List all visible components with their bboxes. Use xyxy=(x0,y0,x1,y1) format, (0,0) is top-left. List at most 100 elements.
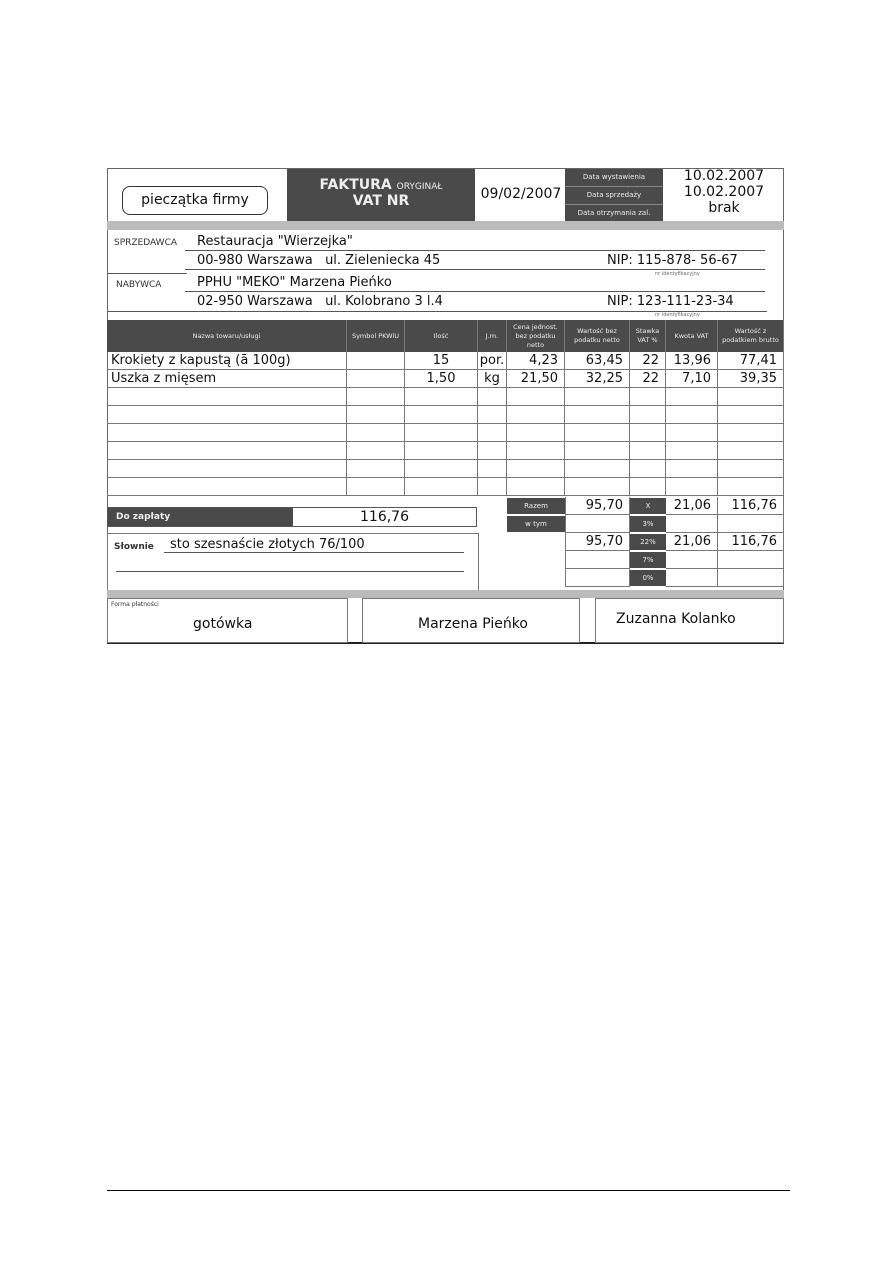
table-cell: 1,50 xyxy=(405,370,478,388)
table-cell: 22 xyxy=(630,370,666,388)
payment-method-label: Forma płatności xyxy=(111,601,159,608)
footer-rule xyxy=(107,1190,790,1191)
date-labels: Data wystawienia Data sprzedaży Data otr… xyxy=(565,169,663,221)
table-cell xyxy=(507,424,565,442)
table-cell xyxy=(718,424,784,442)
date-values: 10.02.2007 10.02.2007 brak xyxy=(665,168,783,216)
table-cell: 21,50 xyxy=(507,370,565,388)
table-cell: Uszka z mięsem xyxy=(107,370,347,388)
table-cell xyxy=(666,442,718,460)
table-cell xyxy=(107,424,347,442)
table-cell xyxy=(347,460,405,478)
table-cell xyxy=(347,424,405,442)
table-cell: 4,23 xyxy=(507,352,565,370)
table-cell xyxy=(630,460,666,478)
table-cell xyxy=(718,478,784,496)
table-cell xyxy=(107,442,347,460)
totals-brutto xyxy=(718,569,784,587)
payment-method-box: Forma płatności gotówka xyxy=(107,598,348,643)
totals-brutto: 116,76 xyxy=(718,533,784,551)
table-cell xyxy=(718,460,784,478)
buyer-name: PPHU "MEKO" Marzena Pieńko xyxy=(197,275,392,290)
table-cell xyxy=(507,406,565,424)
table-cell xyxy=(405,388,478,406)
totals-brutto xyxy=(718,551,784,569)
table-cell xyxy=(666,406,718,424)
column-header: Kwota VAT xyxy=(666,320,718,352)
date-value: brak xyxy=(708,200,740,216)
table-cell xyxy=(630,388,666,406)
buyer-nip: NIP: 123-111-23-34 xyxy=(607,294,734,309)
table-cell xyxy=(630,406,666,424)
seller-label: SPRZEDAWCA xyxy=(114,238,178,248)
totals-rate: 3% xyxy=(630,516,666,532)
amount-due-value: 116,76 xyxy=(360,509,409,525)
totals-netto xyxy=(565,569,630,587)
table-cell xyxy=(347,352,405,370)
seller-name: Restauracja "Wierzejka" xyxy=(197,234,353,249)
table-cell xyxy=(405,442,478,460)
table-cell xyxy=(347,370,405,388)
table-cell xyxy=(347,442,405,460)
table-cell xyxy=(107,478,347,496)
totals-vat xyxy=(666,569,718,587)
column-header: Wartość z podatkiem brutto xyxy=(718,320,784,352)
totals-netto xyxy=(565,551,630,569)
company-stamp-box: pieczątka firmy xyxy=(122,186,268,215)
totals-label: Razem xyxy=(507,498,565,514)
table-cell xyxy=(107,406,347,424)
seller-nip: NIP: 115-878- 56-67 xyxy=(607,253,738,268)
table-cell xyxy=(478,478,507,496)
seller-address: 00-980 Warszawa ul. Zieleniecka 45 xyxy=(197,253,441,268)
totals-netto: 95,70 xyxy=(565,497,630,515)
table-cell xyxy=(718,406,784,424)
table-cell xyxy=(565,460,630,478)
table-cell xyxy=(507,388,565,406)
table-cell xyxy=(478,460,507,478)
amount-words-value: sto szesnaście złotych 76/100 xyxy=(170,537,365,552)
table-cell xyxy=(405,424,478,442)
buyer-address: 02-950 Warszawa ul. Kolobrano 3 l.4 xyxy=(197,294,443,309)
amount-words-box: Słownie sto szesnaście złotych 76/100 xyxy=(107,533,479,591)
table-cell: por. xyxy=(478,352,507,370)
title-line2: VAT NR xyxy=(352,193,410,209)
table-cell xyxy=(565,442,630,460)
amount-due-box: Do zapłaty 116,76 xyxy=(107,507,477,527)
date-value: 10.02.2007 xyxy=(683,184,765,200)
totals-vat xyxy=(666,515,718,533)
date-label: Data sprzedaży xyxy=(565,187,663,205)
issuer-signature-box: Zuzanna Kolanko xyxy=(595,598,784,643)
totals-rate: X xyxy=(630,498,666,514)
buyer-label: NABYWCA xyxy=(116,280,162,290)
table-cell: kg xyxy=(478,370,507,388)
table-cell xyxy=(630,424,666,442)
table-cell: Krokiety z kapustą (ā 100g) xyxy=(107,352,347,370)
totals-rate: 22% xyxy=(630,534,666,550)
table-cell xyxy=(565,388,630,406)
totals-rate: 7% xyxy=(630,552,666,568)
column-header: J.m. xyxy=(478,320,507,352)
table-cell: 13,96 xyxy=(666,352,718,370)
table-cell: 39,35 xyxy=(718,370,784,388)
table-cell xyxy=(565,478,630,496)
table-cell xyxy=(347,406,405,424)
totals-vat: 21,06 xyxy=(666,497,718,515)
totals-label: w tym xyxy=(507,516,565,532)
table-cell xyxy=(405,406,478,424)
date-value: 10.02.2007 xyxy=(683,168,765,184)
totals-vat: 21,06 xyxy=(666,533,718,551)
receiver-name: Marzena Pieńko xyxy=(418,616,528,632)
totals-vat xyxy=(666,551,718,569)
table-cell: 63,45 xyxy=(565,352,630,370)
totals-rate: 0% xyxy=(630,570,666,586)
table-cell xyxy=(565,424,630,442)
table-cell xyxy=(347,388,405,406)
column-header: Cena jednost. bez podatku netto xyxy=(507,320,565,352)
date-label: Data otrzymania zal. xyxy=(577,209,651,217)
table-cell xyxy=(630,478,666,496)
table-cell xyxy=(478,424,507,442)
table-cell xyxy=(666,478,718,496)
table-cell xyxy=(347,478,405,496)
column-header: Stawka VAT % xyxy=(630,320,666,352)
